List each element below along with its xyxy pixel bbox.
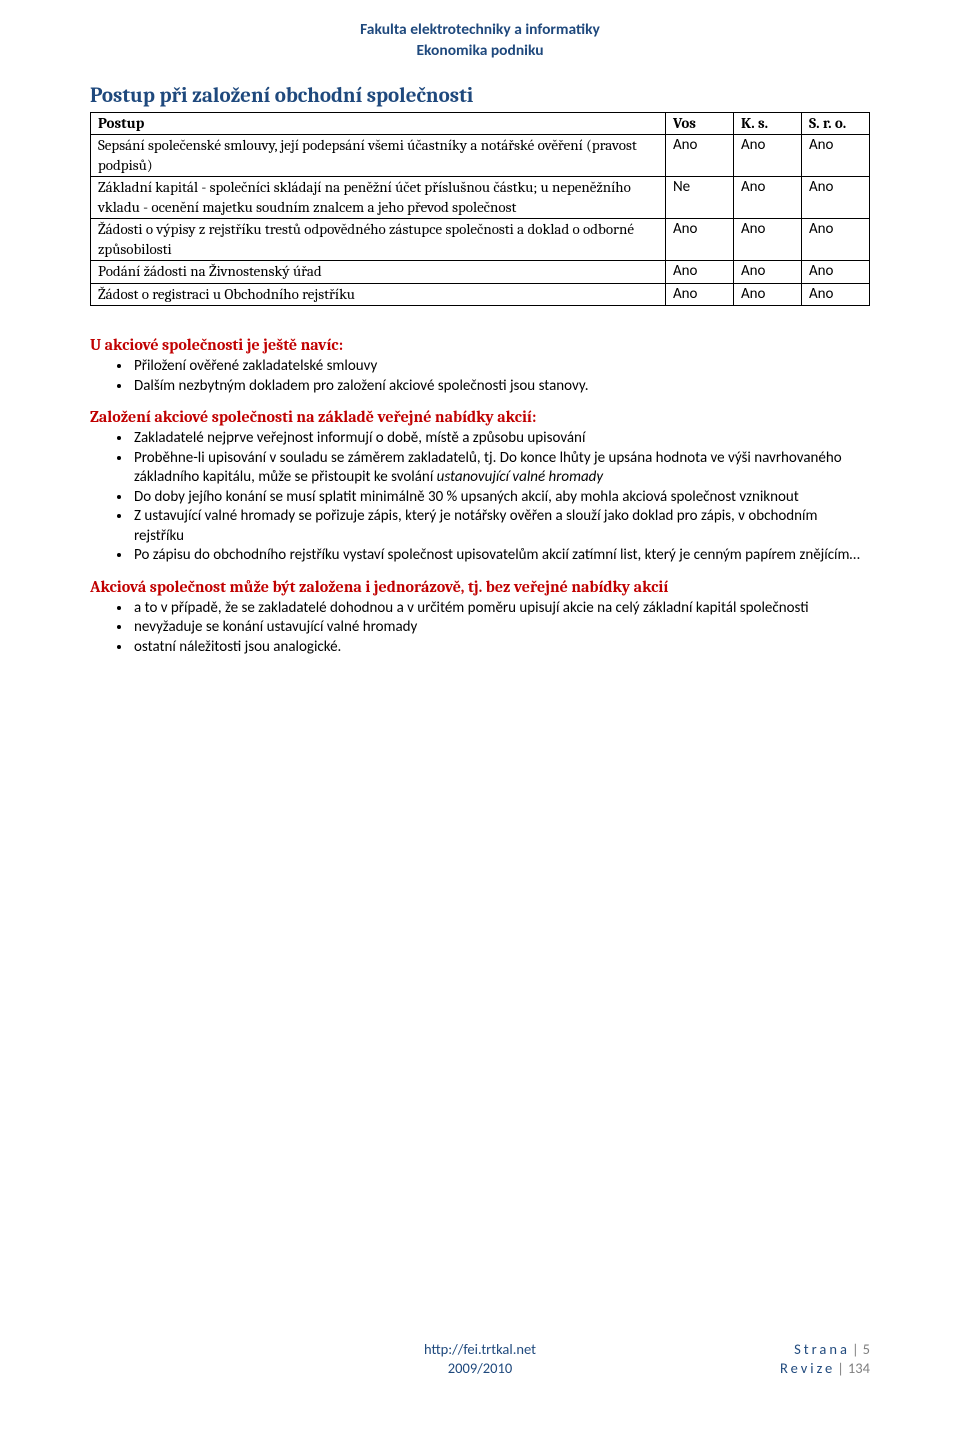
procedure-table: Postup Vos K. s. S. r. o. Sepsání společ… xyxy=(90,112,870,307)
footer-revision: Revize|134 xyxy=(613,1359,870,1378)
row-val: Ano xyxy=(734,283,802,306)
row-val: Ano xyxy=(734,177,802,219)
list-item: Dalším nezbytným dokladem pro založení a… xyxy=(132,377,870,397)
row-val: Ano xyxy=(802,177,870,219)
row-val: Ano xyxy=(734,219,802,261)
col-sro: S. r. o. xyxy=(802,112,870,135)
footer-url: http://fei.trtkal.net xyxy=(351,1340,608,1359)
row-val: Ano xyxy=(666,261,734,284)
col-vos: Vos xyxy=(666,112,734,135)
row-desc: Základní kapitál - společníci skládají n… xyxy=(91,177,666,219)
bullet-list: Přiložení ověřené zakladatelské smlouvy … xyxy=(132,357,870,396)
row-desc: Žádost o registraci u Obchodního rejstří… xyxy=(91,283,666,306)
footer-page-number: 5 xyxy=(863,1340,870,1358)
row-val: Ano xyxy=(666,135,734,177)
list-item: Z ustavující valné hromady se pořizuje z… xyxy=(132,507,870,546)
bullet-list: a to v případě, že se zakladatelé dohodn… xyxy=(132,599,870,658)
row-val: Ano xyxy=(734,261,802,284)
row-val: Ano xyxy=(802,261,870,284)
row-val: Ano xyxy=(802,135,870,177)
footer-rev-label: Revize xyxy=(780,1359,835,1377)
table-row: Žádosti o výpisy z rejstříku trestů odpo… xyxy=(91,219,870,261)
row-val: Ano xyxy=(802,219,870,261)
list-item: a to v případě, že se zakladatelé dohodn… xyxy=(132,599,870,619)
footer-page-label: Strana xyxy=(794,1340,850,1358)
row-desc: Žádosti o výpisy z rejstříku trestů odpo… xyxy=(91,219,666,261)
header-line-2: Ekonomika podniku xyxy=(90,41,870,62)
header-line-1: Fakulta elektrotechniky a informatiky xyxy=(90,20,870,41)
footer-rev-number: 134 xyxy=(848,1359,870,1377)
bullet-list: Zakladatelé nejprve veřejnost informují … xyxy=(132,429,870,566)
section-zalozeni-verejne-title: Založení akciové společnosti na základě … xyxy=(90,408,870,426)
row-desc: Podání žádosti na Živnostenský úřad xyxy=(91,261,666,284)
row-val: Ano xyxy=(666,283,734,306)
table-row: Sepsání společenské smlouvy, její podeps… xyxy=(91,135,870,177)
main-title: Postup při založení obchodní společnosti xyxy=(90,84,870,108)
row-val: Ne xyxy=(666,177,734,219)
table-row: Základní kapitál - společníci skládají n… xyxy=(91,177,870,219)
list-item: Proběhne-li upisování v souladu se záměr… xyxy=(132,449,870,488)
footer-year: 2009/2010 xyxy=(351,1359,608,1378)
section-jednorazove-title: Akciová společnost může být založena i j… xyxy=(90,578,870,596)
page-header: Fakulta elektrotechniky a informatiky Ek… xyxy=(90,20,870,62)
row-val: Ano xyxy=(734,135,802,177)
col-ks: K. s. xyxy=(734,112,802,135)
col-postup: Postup xyxy=(91,112,666,135)
row-desc: Sepsání společenské smlouvy, její podeps… xyxy=(91,135,666,177)
list-item: Po zápisu do obchodního rejstříku vystav… xyxy=(132,546,870,566)
section-akciova-navic-title: U akciové společnosti je ještě navíc: xyxy=(90,336,870,354)
page-footer: http://fei.trtkal.net 2009/2010 Strana|5… xyxy=(90,1340,870,1378)
list-item: Zakladatelé nejprve veřejnost informují … xyxy=(132,429,870,449)
table-header-row: Postup Vos K. s. S. r. o. xyxy=(91,112,870,135)
separator-icon: | xyxy=(850,1340,863,1358)
list-item: Přiložení ověřené zakladatelské smlouvy xyxy=(132,357,870,377)
separator-icon: | xyxy=(835,1359,848,1377)
table-row: Žádost o registraci u Obchodního rejstří… xyxy=(91,283,870,306)
list-item: nevyžaduje se konání ustavující valné hr… xyxy=(132,618,870,638)
row-val: Ano xyxy=(666,219,734,261)
footer-page: Strana|5 xyxy=(613,1340,870,1359)
row-val: Ano xyxy=(802,283,870,306)
list-item: ostatní náležitosti jsou analogické. xyxy=(132,638,870,658)
table-row: Podání žádosti na Živnostenský úřad Ano … xyxy=(91,261,870,284)
list-item: Do doby jejího konání se musí splatit mi… xyxy=(132,488,870,508)
list-item-italic: ustanovující valné hromady xyxy=(437,468,603,486)
